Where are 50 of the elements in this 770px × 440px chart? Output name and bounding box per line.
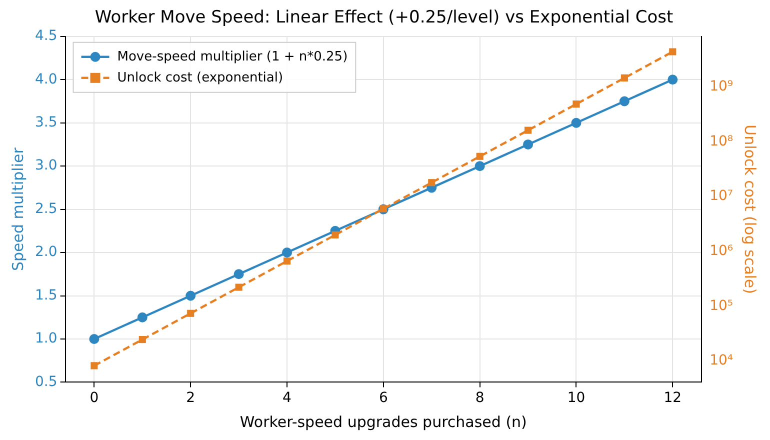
y-tick-label: 3.0 [35,158,58,174]
point [619,96,630,106]
y2-tick-label: 10⁸ [710,133,734,150]
y2-tick-label: 10⁶ [710,242,734,259]
y2-tick-label: 10⁹ [710,78,734,94]
point [476,152,484,160]
point [474,161,485,172]
y2-tick-label: 10⁴ [710,352,734,369]
y-tick-label: 3.5 [35,114,58,130]
x-tick-label: 6 [378,390,388,406]
y-tick-label: 4.5 [35,28,58,44]
point [137,312,148,322]
x-tick-label: 2 [186,390,196,406]
y-axis-title: Speed multiplier [8,146,27,271]
point [524,126,532,134]
point [90,362,98,370]
y-tick-label: 0.5 [35,374,58,390]
point [428,179,436,186]
y-tick-label: 1.5 [35,287,58,304]
point [571,118,582,128]
point [669,48,676,56]
point [234,269,244,280]
y-tick-label: 4.0 [35,71,58,88]
point [186,290,196,301]
x-tick-label: 10 [567,390,586,406]
x-tick-label: 12 [664,390,682,406]
x-tick-label: 0 [90,390,99,406]
point [89,334,100,344]
point [572,100,580,108]
y2-tick-label: 10⁷ [710,188,734,204]
point [668,74,678,85]
point [283,258,291,265]
point [620,74,628,82]
chart-title: Worker Move Speed: Linear Effect (+0.25/level) vs Exponential Cost [94,8,674,28]
x-tick-label: 8 [475,390,484,406]
x-tick-label: 4 [282,390,292,406]
point [332,231,339,238]
x-axis-title: Worker-speed upgrades purchased (n) [240,412,527,431]
point [138,336,146,344]
legend-label: Move-speed multiplier (1 + n*0.25) [117,49,348,64]
point [523,139,534,150]
y2-axis-title: Unlock cost (log scale) [741,124,760,294]
point [282,248,292,258]
y2-tick-label: 10⁵ [710,298,734,314]
point [187,310,194,317]
y-tick-label: 2.0 [35,244,58,260]
y-tick-label: 1.0 [35,330,58,347]
legend-label: Unlock cost (exponential) [117,70,284,86]
y-tick-label: 2.5 [35,200,58,217]
point [235,284,242,291]
